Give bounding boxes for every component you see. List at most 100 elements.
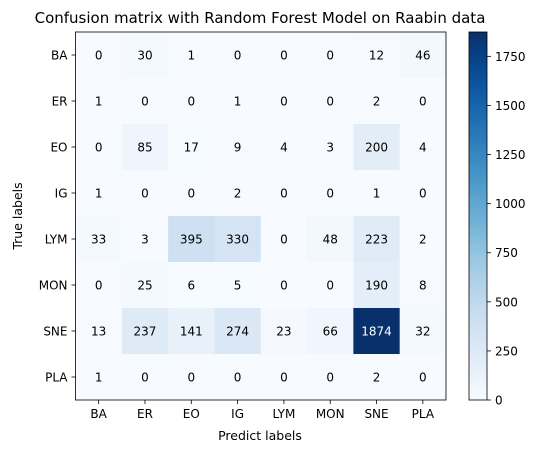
cell-value-ig-eo: 0 (187, 187, 195, 201)
chart-title: Confusion matrix with Random Forest Mode… (35, 9, 486, 27)
heatmap-cell-lym-er (121, 216, 169, 263)
heatmap-cell-ba-ig (214, 32, 262, 79)
heatmap-cell-eo-ig (214, 124, 262, 171)
heatmap-cell-ig-lym (260, 170, 308, 217)
cell-value-lym-sne: 223 (365, 233, 388, 247)
cell-value-eo-pla: 4 (419, 141, 427, 155)
heatmap-cell-ba-pla (399, 32, 447, 79)
cell-value-sne-ig: 274 (226, 325, 249, 339)
heatmap-cell-sne-lym (260, 308, 308, 355)
y-tick-label-ba: BA (51, 49, 68, 63)
cell-value-lym-ig: 330 (226, 233, 249, 247)
colorbar: 0 250 500 750 1000 1250 1500 1750 (468, 31, 526, 408)
cell-value-sne-er: 237 (134, 325, 157, 339)
heatmap-cell-er-lym (260, 78, 308, 125)
heatmap-cell-lym-ig (214, 216, 262, 263)
cell-value-er-sne: 2 (373, 95, 381, 109)
heatmap-cell-ig-sne (353, 170, 400, 217)
cell-value-lym-ba: 33 (91, 233, 106, 247)
x-tick-label-lym: LYM (273, 407, 296, 421)
colorbar-tick-label-1500: 1500 (495, 99, 526, 113)
heatmap-cell-sne-ba (75, 308, 123, 355)
cell-value-lym-lym: 0 (280, 233, 288, 247)
y-tick-label-mon: MON (39, 279, 68, 293)
cell-value-lym-er: 3 (141, 233, 149, 247)
heatmap-cell-eo-er (121, 124, 169, 171)
cell-value-ba-mon: 0 (326, 49, 334, 63)
heatmap-cell-er-er (121, 78, 169, 125)
heatmap-cell-eo-mon (307, 124, 354, 171)
heatmap-cell-ig-mon (307, 170, 354, 217)
colorbar-tick-label-1000: 1000 (495, 197, 526, 211)
x-tick-label-ig: IG (231, 407, 244, 421)
y-tick-label-ig: IG (55, 187, 68, 201)
colorbar-tick-label-0: 0 (495, 394, 503, 408)
heatmap-cell-pla-ba (75, 354, 123, 401)
cell-value-eo-lym: 4 (280, 141, 288, 155)
heatmap-cell-ba-lym (260, 32, 308, 79)
heatmap-cell-mon-lym (260, 262, 308, 309)
cell-value-er-ig: 1 (234, 95, 242, 109)
cell-value-mon-eo: 6 (187, 279, 195, 293)
cell-value-ba-pla: 46 (415, 49, 430, 63)
cell-value-mon-ba: 0 (95, 279, 103, 293)
heatmap-cell-pla-pla (399, 354, 447, 401)
cell-value-ba-ig: 0 (234, 49, 242, 63)
heatmap-frame (75, 31, 447, 401)
colorbar-bar (468, 31, 488, 401)
cell-value-sne-lym: 23 (276, 325, 291, 339)
cell-value-pla-sne: 2 (373, 371, 381, 385)
y-axis-label: True labels (10, 182, 25, 250)
heatmap-cell-eo-ba (75, 124, 123, 171)
heatmap-cell-ba-ba (75, 32, 123, 79)
heatmap-cell-sne-ig (214, 308, 262, 355)
heatmap-cell-er-ig (214, 78, 262, 125)
cell-value-sne-eo: 141 (180, 325, 203, 339)
cell-value-pla-lym: 0 (280, 371, 288, 385)
heatmap-cell-eo-eo (168, 124, 215, 171)
heatmap-cell-lym-sne (353, 216, 400, 263)
heatmap-cell-ig-ig (214, 170, 262, 217)
colorbar-tick-label-750: 750 (495, 246, 518, 260)
cell-value-sne-ba: 13 (91, 325, 106, 339)
cell-value-er-lym: 0 (280, 95, 288, 109)
heatmap-cell-ig-eo (168, 170, 215, 217)
heatmap-cell-sne-mon (307, 308, 354, 355)
cell-value-pla-er: 0 (141, 371, 149, 385)
cell-value-pla-ig: 0 (234, 371, 242, 385)
cell-value-lym-mon: 48 (323, 233, 338, 247)
cell-value-ba-ba: 0 (95, 49, 103, 63)
cell-value-eo-er: 85 (137, 141, 152, 155)
y-tick-label-lym: LYM (45, 233, 68, 247)
heatmap-grid: 0 30 1 0 0 0 12 461 0 0 1 0 0 2 00 85 17 9 4 3 200 41 0 0 2 0 0 1 03… (39, 31, 447, 421)
colorbar-tick-label-500: 500 (495, 295, 518, 309)
x-axis-label: Predict labels (218, 428, 302, 443)
x-tick-label-ba: BA (90, 407, 107, 421)
cell-value-sne-pla: 32 (415, 325, 430, 339)
heatmap-cell-eo-lym (260, 124, 308, 171)
cell-value-mon-sne: 190 (365, 279, 388, 293)
cell-value-ig-ig: 2 (234, 187, 242, 201)
cell-value-lym-pla: 2 (419, 233, 427, 247)
heatmap-cell-pla-er (121, 354, 169, 401)
cell-value-mon-ig: 5 (234, 279, 242, 293)
x-tick-label-pla: PLA (412, 407, 435, 421)
cell-value-ig-er: 0 (141, 187, 149, 201)
heatmap-cell-lym-pla (399, 216, 447, 263)
cell-value-sne-sne: 1874 (361, 325, 392, 339)
cell-value-eo-mon: 3 (326, 141, 334, 155)
y-tick-label-er: ER (52, 95, 68, 109)
cell-value-ig-sne: 1 (373, 187, 381, 201)
y-tick-label-sne: SNE (43, 325, 67, 339)
heatmap-cell-lym-eo (168, 216, 215, 263)
x-tick-label-mon: MON (316, 407, 345, 421)
cell-value-eo-ig: 9 (234, 141, 242, 155)
x-tick-label-sne: SNE (364, 407, 388, 421)
cell-value-mon-mon: 0 (326, 279, 334, 293)
heatmap-cell-mon-sne (353, 262, 400, 309)
cell-value-er-er: 0 (141, 95, 149, 109)
heatmap-cell-mon-pla (399, 262, 447, 309)
cell-value-pla-eo: 0 (187, 371, 195, 385)
colorbar-tick-label-1250: 1250 (495, 148, 526, 162)
cell-value-ig-mon: 0 (326, 187, 334, 201)
